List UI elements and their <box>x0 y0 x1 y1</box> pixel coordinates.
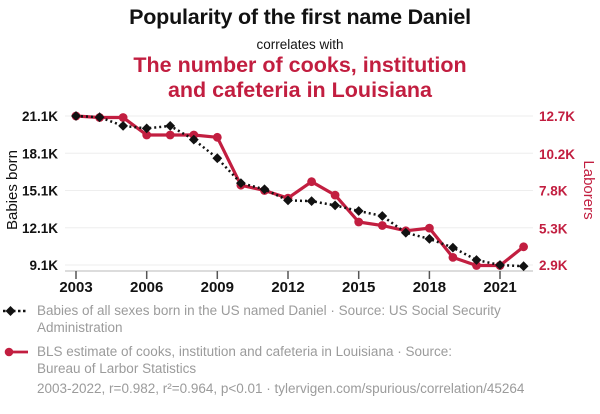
circle-marker <box>307 177 316 187</box>
x-tick-label: 2012 <box>271 279 304 296</box>
circle-marker <box>165 130 175 140</box>
diamond-marker <box>353 206 364 216</box>
page-title: Popularity of the first name Daniel <box>129 5 471 29</box>
stats-footnote-row: 2003-2022, r=0.982, r²=0.964, p<0.01 · t… <box>3 381 524 398</box>
diamond-marker <box>330 200 340 211</box>
correlates-with-label: correlates with <box>256 37 344 52</box>
left-tick-label: 21.1K <box>22 109 58 124</box>
diamond-marker <box>495 260 505 270</box>
diamond-marker <box>283 195 293 206</box>
diamond-marker <box>306 196 317 206</box>
x-axis: 2003 2006 2009 2012 2015 2018 2021 <box>59 270 533 296</box>
x-tick-label: 2021 <box>483 279 516 296</box>
diamond-marker <box>400 227 411 238</box>
left-tick-label: 12.1K <box>22 221 58 236</box>
black-diamond-dotted-line-icon <box>3 306 28 316</box>
right-tick-label: 12.7K <box>539 109 575 124</box>
right-tick-label: 5.3K <box>539 222 568 237</box>
circle-marker <box>377 221 387 230</box>
diamond-marker <box>448 242 458 253</box>
legend-daniel-line2: Administration <box>37 319 123 335</box>
x-tick-label: 2003 <box>59 279 92 296</box>
diamond-marker <box>259 184 270 195</box>
x-tick-label: 2006 <box>130 279 163 296</box>
diamond-marker <box>118 121 128 131</box>
diamond-marker <box>141 123 152 134</box>
legend-label-daniel: Babies of all sexes born in the US named… <box>37 303 501 336</box>
red-circle-solid-line-icon <box>4 347 28 357</box>
legend-cooks-line1: BLS estimate of cooks, institution and c… <box>37 344 452 359</box>
right-tick-label: 2.9K <box>539 258 568 273</box>
left-axis: 21.1K 18.1K 15.1K 12.1K 9.1K Babies born <box>4 109 58 273</box>
left-tick-label: 18.1K <box>22 146 58 161</box>
left-tick-label: 9.1K <box>29 258 58 273</box>
circle-marker <box>212 132 222 142</box>
series-daniel <box>71 111 529 272</box>
right-tick-label: 7.8K <box>539 184 568 199</box>
legend-cooks-line2: Bureau of Larbor Statistics <box>37 360 197 376</box>
circle-marker <box>472 261 481 270</box>
circle-marker <box>142 130 152 140</box>
x-tick-label: 2015 <box>342 279 375 296</box>
correlated-variable-title-line2: and cafeteria in Louisiana <box>167 78 433 102</box>
legend-label-cooks: BLS estimate of cooks, institution and c… <box>37 344 452 377</box>
right-axis: 12.7K 10.2K 7.8K 5.3K 2.9K Laborers <box>539 109 597 273</box>
diamond-marker <box>377 211 388 221</box>
legend-row-cooks: BLS estimate of cooks, institution and c… <box>3 344 452 377</box>
right-tick-label: 10.2K <box>539 147 575 162</box>
circle-marker <box>354 217 364 227</box>
stats-footnote: 2003-2022, r=0.982, r²=0.964, p<0.01 · t… <box>37 381 525 396</box>
circle-marker <box>330 190 340 200</box>
legend-row-daniel: Babies of all sexes born in the US named… <box>3 303 501 336</box>
diamond-marker <box>188 134 199 145</box>
diamond-marker <box>165 121 176 131</box>
diamond-marker <box>94 112 105 123</box>
correlated-variable-title: The number of cooks, institution and caf… <box>0 53 600 103</box>
diamond-marker <box>518 261 529 272</box>
diamond-marker <box>471 255 482 265</box>
left-tick-label: 15.1K <box>22 184 58 199</box>
correlation-line-chart: 2003 2006 2009 2012 2015 2018 2021 21.1K 18.1K 15… <box>4 109 597 296</box>
diamond-marker <box>212 153 223 164</box>
legend-daniel-line1: Babies of all sexes born in the US named… <box>37 303 501 318</box>
right-axis-title: Laborers <box>580 160 597 219</box>
diamond-marker <box>71 111 81 121</box>
x-tick-label: 2018 <box>413 279 446 296</box>
diamond-marker <box>424 234 435 244</box>
diamond-marker <box>236 178 246 188</box>
x-tick-label: 2009 <box>201 279 234 296</box>
circle-marker <box>425 223 434 233</box>
correlated-variable-title-line1: The number of cooks, institution <box>133 53 467 77</box>
left-axis-title: Babies born <box>4 150 21 230</box>
circle-marker <box>519 242 528 252</box>
circle-marker <box>448 253 458 262</box>
circle-marker <box>118 113 128 122</box>
